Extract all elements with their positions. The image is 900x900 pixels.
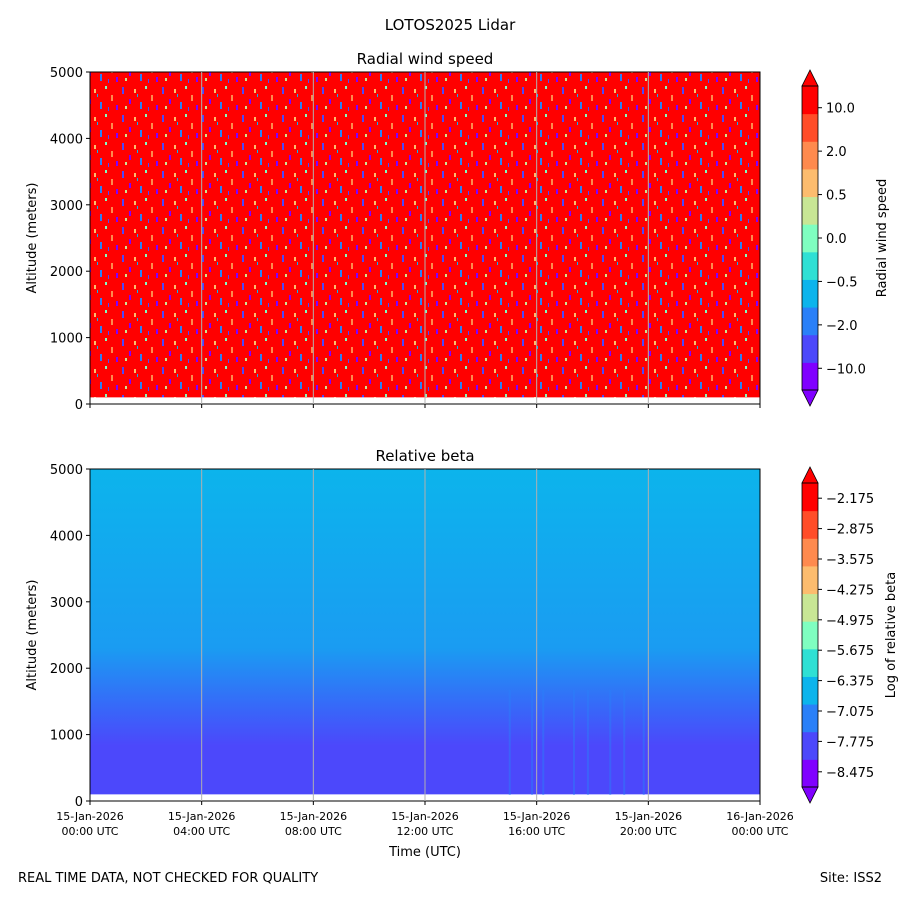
wind-panel: Radial wind speed 010002000300040005000 … (25, 50, 761, 413)
x-tick-date: 15-Jan-2026 (56, 810, 124, 823)
beta-colorbar-label: Log of relative beta (884, 572, 899, 699)
beta-streak (609, 690, 612, 795)
beta-colorbar-tick-label: −7.075 (826, 705, 874, 720)
beta-colorbar-segment (802, 676, 818, 705)
wind-colorbar-segment (802, 141, 818, 170)
beta-streak (542, 690, 545, 795)
wind-y-tick-label: 1000 (50, 332, 83, 347)
x-tick-time: 12:00 UTC (396, 825, 453, 838)
wind-colorbar-min-arrow (801, 389, 819, 407)
wind-colorbar: 10.0 2.0 0.5 0.0 −0.5 −2.0 −10.0 Radial wind s… (801, 69, 890, 407)
wind-y-tick-label: 0 (75, 398, 83, 413)
beta-colorbar-tick-label: −6.375 (826, 675, 874, 690)
wind-colorbar-segment (802, 362, 818, 391)
beta-colorbar-tick-label: −2.875 (826, 523, 874, 538)
beta-panel: Relative beta 0 1000 2000 3000 4000 5000 15-J… (25, 447, 794, 860)
wind-colorbar-segment (802, 279, 818, 308)
wind-colorbar-tick-label: −10.0 (826, 362, 866, 377)
wind-colorbar-segment (802, 196, 818, 225)
wind-colorbar-label: Radial wind speed (875, 179, 890, 297)
beta-colorbar-tick-label: −2.175 (826, 492, 874, 507)
x-tick-date: 15-Jan-2026 (503, 810, 571, 823)
wind-colorbar-tick-label: −0.5 (826, 275, 858, 290)
beta-colorbar-max-arrow (801, 466, 819, 484)
beta-y-tick-label: 1000 (50, 729, 83, 744)
beta-colorbar-tick-label: −4.275 (826, 583, 874, 598)
beta-colorbar-frame (801, 482, 819, 788)
x-axis-label: Time (UTC) (388, 845, 461, 860)
footer-site: Site: ISS2 (820, 871, 882, 886)
beta-colorbar-segment (802, 565, 818, 595)
wind-colorbar-segment (802, 334, 818, 363)
wind-colorbar-tick-label: 0.5 (826, 189, 847, 204)
x-tick-date: 15-Jan-2026 (280, 810, 348, 823)
beta-colorbar-tick-label: −4.975 (826, 614, 874, 629)
wind-colorbar-segment (802, 224, 818, 253)
beta-colorbar-segment (802, 538, 818, 567)
beta-colorbar-tick-label: −3.575 (826, 553, 874, 568)
beta-colorbar-segment (802, 731, 818, 760)
beta-y-axis-label: Altitude (meters) (25, 580, 40, 691)
beta-y-tick-label: 2000 (50, 662, 83, 677)
beta-colorbar: −2.175 −2.875 −3.575 −4.275 −4.975 −5.675 −6.3… (801, 466, 899, 804)
wind-y-tick-label: 5000 (50, 66, 83, 81)
beta-colorbar-segment (802, 648, 818, 677)
beta-colorbar-min-arrow (801, 786, 819, 804)
wind-colorbar-tick-label: 10.0 (826, 102, 855, 117)
beta-colorbar-segment (802, 621, 818, 650)
beta-panel-title: Relative beta (375, 447, 474, 465)
figure-title: LOTOS2025 Lidar (385, 16, 516, 34)
x-tick-time: 20:00 UTC (620, 825, 677, 838)
beta-y-tick-label: 3000 (50, 596, 83, 611)
beta-colorbar-tick-label: −5.675 (826, 644, 874, 659)
beta-colorbar-tick-label: −8.475 (826, 766, 874, 781)
beta-streak (586, 690, 589, 795)
beta-y-tick-label: 4000 (50, 529, 83, 544)
wind-y-axis-label: Altitude (meters) (25, 183, 40, 294)
beta-streak (508, 690, 511, 795)
beta-streak (642, 690, 645, 795)
x-tick-time: 00:00 UTC (61, 825, 118, 838)
beta-y-tick-label: 0 (75, 795, 83, 810)
wind-colorbar-segment (802, 168, 818, 198)
beta-colorbar-segment (802, 593, 818, 622)
beta-streak (531, 690, 534, 795)
beta-colorbar-segment (802, 510, 818, 539)
wind-colorbar-tick-label: 2.0 (826, 145, 847, 160)
x-tick-time: 08:00 UTC (285, 825, 342, 838)
wind-colorbar-segment (802, 113, 818, 142)
x-tick-time: 16:00 UTC (508, 825, 565, 838)
x-tick-date: 15-Jan-2026 (615, 810, 683, 823)
beta-colorbar-segment (802, 759, 818, 788)
wind-y-tick-label: 2000 (50, 265, 83, 280)
x-tick-date: 15-Jan-2026 (168, 810, 236, 823)
wind-y-tick-label: 3000 (50, 199, 83, 214)
wind-panel-title: Radial wind speed (357, 50, 494, 68)
beta-colorbar-segment (802, 483, 818, 512)
wind-colorbar-segment (802, 251, 818, 280)
beta-colorbar-segment (802, 704, 818, 733)
wind-y-tick-label: 4000 (50, 132, 83, 147)
beta-colorbar-tick-label: −7.775 (826, 735, 874, 750)
x-tick-date: 16-Jan-2026 (726, 810, 794, 823)
x-tick-time: 04:00 UTC (173, 825, 230, 838)
wind-colorbar-segment (802, 307, 818, 336)
x-tick-date: 15-Jan-2026 (391, 810, 459, 823)
beta-streak (572, 690, 575, 795)
beta-streak (623, 690, 626, 795)
x-tick-time: 00:00 UTC (731, 825, 788, 838)
wind-colorbar-max-arrow (801, 69, 819, 87)
wind-colorbar-tick-label: 0.0 (826, 232, 847, 247)
beta-y-tick-label: 5000 (50, 463, 83, 478)
wind-colorbar-segment (802, 86, 818, 115)
wind-colorbar-tick-label: −2.0 (826, 319, 858, 334)
footer-disclaimer: REAL TIME DATA, NOT CHECKED FOR QUALITY (18, 871, 318, 886)
